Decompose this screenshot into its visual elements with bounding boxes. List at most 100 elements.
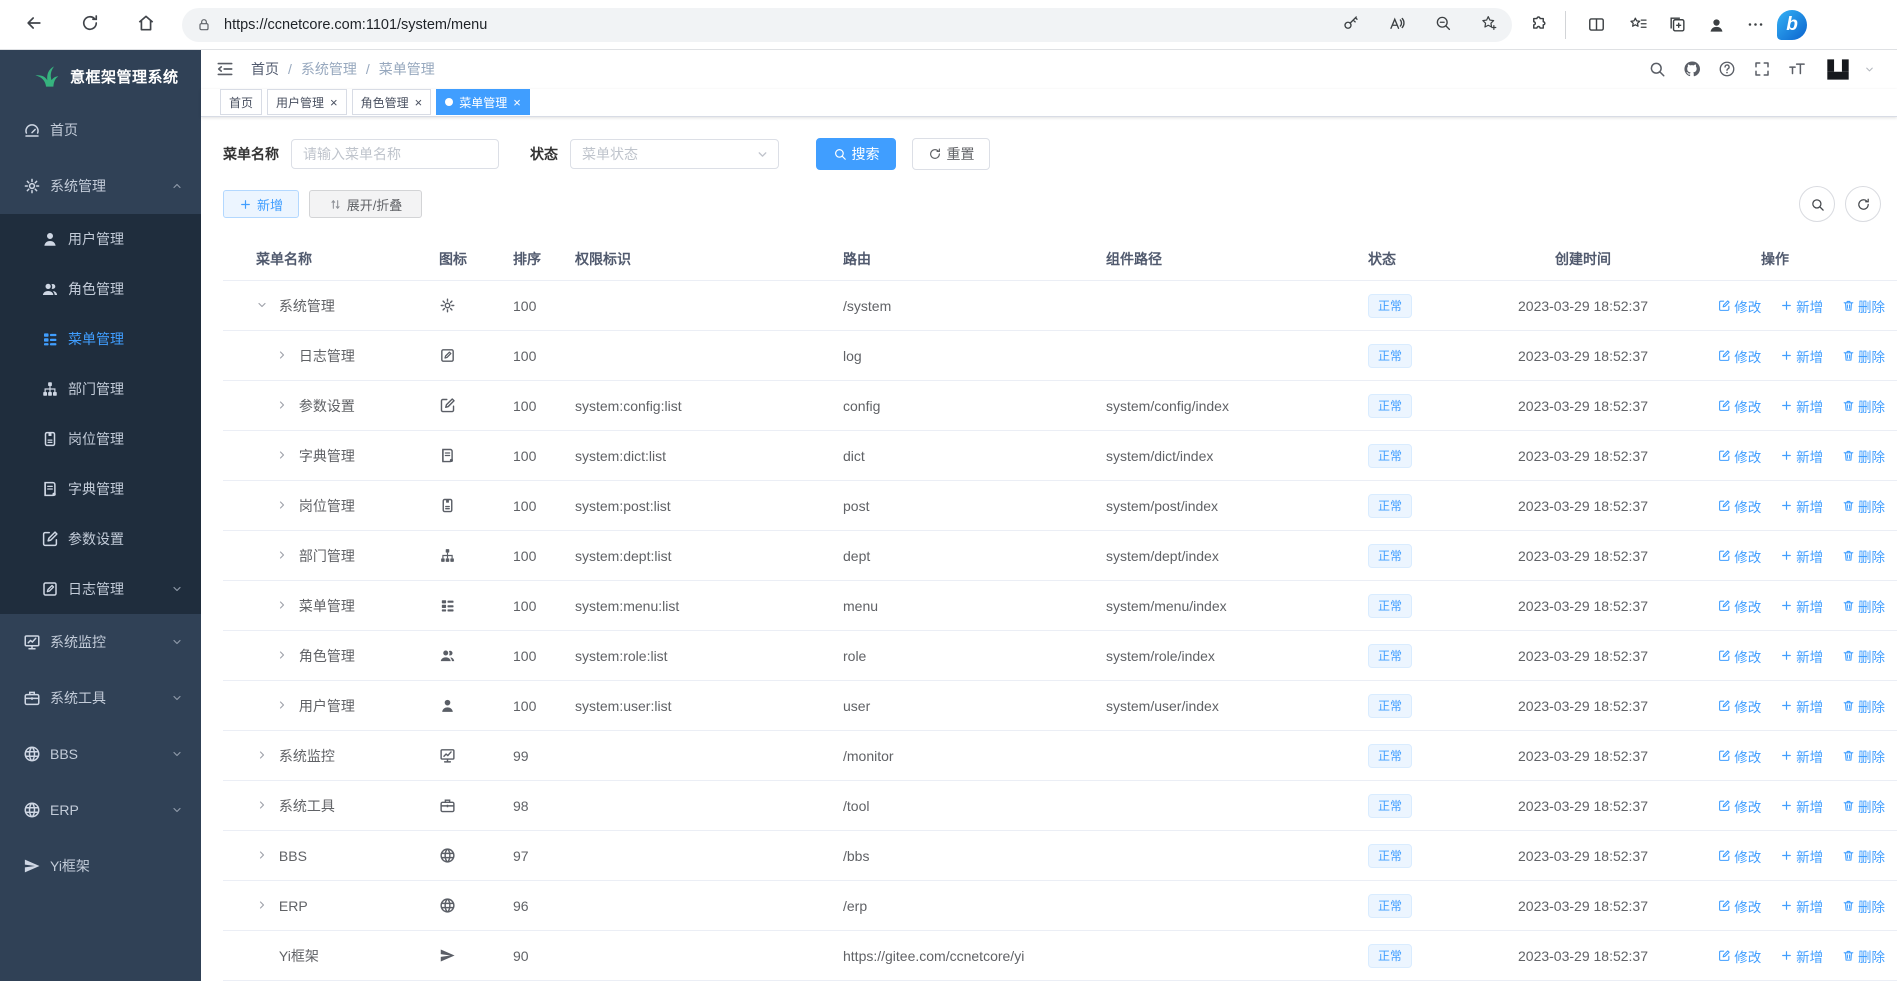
- add-action[interactable]: 新增: [1780, 846, 1823, 866]
- table-refresh-button[interactable]: [1845, 186, 1881, 222]
- status-select[interactable]: 菜单状态: [570, 139, 779, 169]
- row-expand-icon[interactable]: [256, 799, 268, 811]
- avatar-caret-icon[interactable]: [1864, 64, 1875, 75]
- sidebar-item[interactable]: 系统工具: [0, 670, 201, 726]
- delete-action[interactable]: 删除: [1842, 346, 1885, 366]
- edit-action[interactable]: 修改: [1718, 496, 1761, 516]
- user-avatar-logo[interactable]: [1823, 56, 1853, 83]
- row-expand-icon[interactable]: [276, 649, 288, 661]
- sidebar-item[interactable]: 首页: [0, 102, 201, 158]
- expand-collapse-button[interactable]: 展开/折叠: [309, 190, 422, 218]
- breadcrumb-item[interactable]: 菜单管理: [357, 59, 435, 79]
- add-action[interactable]: 新增: [1780, 446, 1823, 466]
- sidebar-item[interactable]: 部门管理: [0, 364, 201, 414]
- sidebar-item[interactable]: 参数设置: [0, 514, 201, 564]
- delete-action[interactable]: 删除: [1842, 296, 1885, 316]
- view-tab[interactable]: 菜单管理 ×: [436, 89, 530, 116]
- edit-action[interactable]: 修改: [1718, 346, 1761, 366]
- delete-action[interactable]: 删除: [1842, 446, 1885, 466]
- add-action[interactable]: 新增: [1780, 296, 1823, 316]
- delete-action[interactable]: 删除: [1842, 496, 1885, 516]
- table-search-toggle-button[interactable]: [1799, 186, 1835, 222]
- edit-action[interactable]: 修改: [1718, 646, 1761, 666]
- edit-action[interactable]: 修改: [1718, 946, 1761, 966]
- reset-button[interactable]: 重置: [912, 138, 990, 170]
- delete-action[interactable]: 删除: [1842, 896, 1885, 916]
- sidebar-item[interactable]: Yi框架: [0, 838, 201, 894]
- sidebar-item[interactable]: 系统监控: [0, 614, 201, 670]
- sidebar-item[interactable]: 字典管理: [0, 464, 201, 514]
- row-expand-icon[interactable]: [276, 349, 288, 361]
- address-bar[interactable]: https://ccnetcore.com:1101/system/menu: [182, 7, 1512, 42]
- breadcrumb-item[interactable]: 系统管理: [279, 59, 357, 79]
- sidebar-item[interactable]: 菜单管理: [0, 314, 201, 364]
- row-expand-icon[interactable]: [276, 449, 288, 461]
- tab-close-icon[interactable]: ×: [414, 94, 423, 110]
- menu-name: 岗位管理: [298, 497, 355, 514]
- edit-action[interactable]: 修改: [1718, 696, 1761, 716]
- breadcrumb-item[interactable]: 首页: [251, 61, 279, 78]
- search-button[interactable]: 搜索: [816, 138, 896, 170]
- row-expand-icon[interactable]: [276, 549, 288, 561]
- delete-action[interactable]: 删除: [1842, 546, 1885, 566]
- edit-action[interactable]: 修改: [1718, 746, 1761, 766]
- menu-name-input[interactable]: [291, 139, 499, 169]
- sidebar-item[interactable]: 角色管理: [0, 264, 201, 314]
- sidebar-item[interactable]: ERP: [0, 782, 201, 838]
- tab-close-icon[interactable]: ×: [330, 94, 338, 110]
- url-text[interactable]: https://ccnetcore.com:1101/system/menu: [224, 16, 488, 33]
- row-expand-icon[interactable]: [256, 299, 268, 311]
- add-action[interactable]: 新增: [1780, 546, 1823, 566]
- sidebar-item[interactable]: BBS: [0, 726, 201, 782]
- delete-action[interactable]: 删除: [1842, 396, 1885, 416]
- add-action[interactable]: 新增: [1780, 396, 1823, 416]
- delete-action[interactable]: 删除: [1842, 946, 1885, 966]
- sidebar-item[interactable]: 日志管理: [0, 564, 201, 614]
- add-action[interactable]: 新增: [1780, 496, 1823, 516]
- edit-action[interactable]: 修改: [1718, 596, 1761, 616]
- delete-action[interactable]: 删除: [1842, 846, 1885, 866]
- edit-action[interactable]: 修改: [1718, 296, 1761, 316]
- view-tab[interactable]: 用户管理 ×: [267, 89, 347, 116]
- edit-action[interactable]: 修改: [1718, 396, 1761, 416]
- add-action[interactable]: 新增: [1780, 746, 1823, 766]
- add-action[interactable]: 新增: [1780, 646, 1823, 666]
- edit-action[interactable]: 修改: [1718, 796, 1761, 816]
- delete-action[interactable]: 删除: [1842, 796, 1885, 816]
- sidebar-item[interactable]: 系统管理: [0, 158, 201, 214]
- browser-nav-button[interactable]: [126, 7, 166, 43]
- row-expand-icon[interactable]: [276, 599, 288, 611]
- row-expand-icon[interactable]: [276, 699, 288, 711]
- sidebar-collapse-icon[interactable]: [215, 59, 235, 79]
- edit-action[interactable]: 修改: [1718, 546, 1761, 566]
- add-action[interactable]: 新增: [1780, 696, 1823, 716]
- sidebar-item[interactable]: 岗位管理: [0, 414, 201, 464]
- row-expand-icon[interactable]: [256, 749, 268, 761]
- sidebar-item-label: Yi框架: [50, 858, 90, 874]
- row-expand-icon[interactable]: [256, 899, 268, 911]
- add-action[interactable]: 新增: [1780, 346, 1823, 366]
- browser-nav-button[interactable]: [14, 7, 54, 43]
- bing-icon[interactable]: b: [1777, 9, 1807, 40]
- delete-action[interactable]: 删除: [1842, 646, 1885, 666]
- delete-action[interactable]: 删除: [1842, 596, 1885, 616]
- row-expand-icon[interactable]: [256, 849, 268, 861]
- add-action[interactable]: 新增: [1780, 796, 1823, 816]
- tab-close-icon[interactable]: ×: [513, 94, 521, 110]
- delete-action[interactable]: 删除: [1842, 696, 1885, 716]
- view-tab[interactable]: 首页: [220, 89, 263, 116]
- edit-action[interactable]: 修改: [1718, 846, 1761, 866]
- edit-action[interactable]: 修改: [1718, 446, 1761, 466]
- row-expand-icon[interactable]: [276, 399, 288, 411]
- browser-nav-button[interactable]: [70, 7, 110, 43]
- view-tab[interactable]: 角色管理 ×: [351, 89, 432, 116]
- add-action[interactable]: 新增: [1780, 896, 1823, 916]
- delete-action[interactable]: 删除: [1842, 746, 1885, 766]
- row-expand-icon[interactable]: [276, 499, 288, 511]
- add-action[interactable]: 新增: [1780, 596, 1823, 616]
- table-row: 系统工具 98 /tool 正常 2023-03-29 18:52:37 修改: [223, 780, 1897, 831]
- edit-action[interactable]: 修改: [1718, 896, 1761, 916]
- sidebar-item[interactable]: 用户管理: [0, 214, 201, 264]
- add-button[interactable]: 新增: [223, 190, 299, 218]
- add-action[interactable]: 新增: [1780, 946, 1823, 966]
